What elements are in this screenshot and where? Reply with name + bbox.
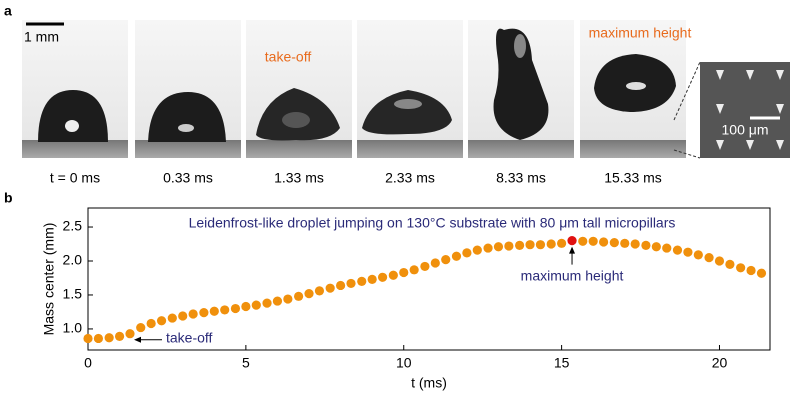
data-point xyxy=(262,298,272,308)
inset-scale-label: 100 μm xyxy=(722,122,769,138)
data-point xyxy=(251,300,261,310)
data-point xyxy=(704,252,714,263)
data-point xyxy=(83,333,93,344)
data-point xyxy=(472,245,482,255)
frame-time: 1.33 ms xyxy=(274,170,324,186)
data-point xyxy=(125,329,135,339)
frame-time: 2.33 ms xyxy=(385,170,435,186)
plot-frame xyxy=(87,207,771,351)
frame-time: t = 0 ms xyxy=(50,170,100,186)
data-point xyxy=(430,258,440,268)
data-point xyxy=(167,313,177,323)
data-point xyxy=(578,236,588,246)
x-tick-label: 20 xyxy=(712,355,728,371)
data-point xyxy=(588,236,598,246)
data-point xyxy=(620,238,630,248)
inset: 100 μm xyxy=(700,62,790,158)
annotation: take-off xyxy=(166,329,213,345)
frame-time: 0.33 ms xyxy=(163,170,213,186)
data-point xyxy=(178,311,188,321)
data-point xyxy=(314,286,325,296)
frame-time: 15.33 ms xyxy=(604,170,662,186)
data-point xyxy=(367,274,377,284)
data-point xyxy=(230,303,241,314)
data-point xyxy=(609,238,619,248)
data-point xyxy=(209,306,219,316)
x-tick-label: 15 xyxy=(554,355,570,371)
data-point xyxy=(546,239,556,249)
x-tick-label: 0 xyxy=(84,355,92,371)
data-point xyxy=(515,240,525,250)
panel-label: a xyxy=(4,3,12,19)
panel-label: b xyxy=(4,190,13,206)
y-tick-label: 2.0 xyxy=(63,252,83,268)
data-point xyxy=(693,250,703,260)
data-point xyxy=(746,265,756,276)
data-point xyxy=(399,267,409,278)
data-point xyxy=(283,294,293,304)
arrow-head xyxy=(133,336,141,343)
panel-a: a 1 mm take-off maximum height 100 μm xyxy=(4,3,790,186)
data-point xyxy=(504,241,514,251)
data-point xyxy=(272,296,283,306)
data-point xyxy=(756,268,767,278)
data-point xyxy=(199,308,209,318)
scale-bar-label: 1 mm xyxy=(24,29,59,45)
y-axis-label: Mass center (mm) xyxy=(41,223,57,336)
data-point xyxy=(114,331,125,342)
data-point xyxy=(535,240,546,250)
data-point xyxy=(325,283,335,293)
x-tick-label: 5 xyxy=(242,355,250,371)
data-point xyxy=(451,251,462,261)
x-tick-label: 10 xyxy=(396,355,412,371)
data-point xyxy=(493,242,504,252)
data-point xyxy=(357,276,367,286)
y-tick-label: 2.5 xyxy=(63,218,83,234)
data-point xyxy=(525,240,535,250)
data-point xyxy=(672,245,683,255)
data-point xyxy=(104,333,114,343)
data-point xyxy=(241,301,251,312)
data-point xyxy=(599,237,609,247)
max-height-label: maximum height xyxy=(589,25,692,41)
data-point xyxy=(377,272,388,282)
x-axis-label: t (ms) xyxy=(411,375,447,391)
frames xyxy=(22,20,686,158)
data-point xyxy=(420,261,430,272)
data-point xyxy=(409,265,419,275)
data-point xyxy=(146,318,156,329)
take-off-label: take-off xyxy=(265,49,312,65)
data-point xyxy=(714,256,725,266)
data-point xyxy=(483,243,493,253)
data-point xyxy=(156,316,167,326)
arrow-head xyxy=(569,246,576,254)
annotation: maximum height xyxy=(521,267,624,283)
data-point xyxy=(304,289,314,299)
y-tick-label: 1.5 xyxy=(63,286,83,302)
data-point xyxy=(725,259,735,269)
data-point xyxy=(93,333,104,344)
data-point xyxy=(388,270,398,280)
chart-title: Leidenfrost-like droplet jumping on 130°… xyxy=(189,215,676,231)
data-point xyxy=(441,255,451,265)
data-point xyxy=(462,248,472,258)
frame-time: 8.33 ms xyxy=(496,170,546,186)
data-point xyxy=(220,305,230,315)
data-point xyxy=(683,247,693,257)
data-point xyxy=(335,280,346,291)
data-point xyxy=(557,238,567,248)
data-point xyxy=(662,243,672,253)
data-point xyxy=(630,239,640,249)
data-point xyxy=(641,240,651,250)
data-point xyxy=(736,263,746,273)
y-tick-label: 1.0 xyxy=(63,320,83,336)
data-point xyxy=(567,236,577,246)
data-point xyxy=(346,278,356,289)
data-point xyxy=(136,322,146,333)
data-point xyxy=(188,309,198,319)
data-point xyxy=(293,291,304,301)
panel-b: b Leidenfrost-like droplet jumping on 13… xyxy=(4,190,771,391)
data-point xyxy=(651,242,661,252)
